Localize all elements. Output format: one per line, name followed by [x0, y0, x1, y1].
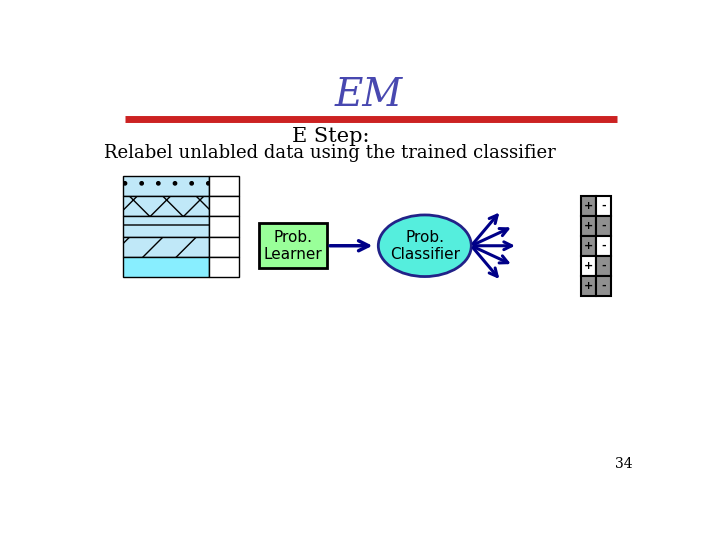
Bar	[209, 177, 239, 197]
Text: -: -	[601, 281, 606, 291]
Text: E Step:: E Step:	[292, 127, 369, 146]
Bar	[596, 236, 611, 256]
Bar	[581, 215, 596, 236]
Text: 34: 34	[615, 457, 632, 471]
Bar	[596, 195, 611, 215]
Text: Prob.
Learner: Prob. Learner	[264, 230, 323, 262]
Text: +: +	[584, 221, 593, 231]
Text: +: +	[584, 201, 593, 211]
Text: Prob.
Classifier: Prob. Classifier	[390, 230, 460, 262]
Bar	[596, 276, 611, 296]
Ellipse shape	[378, 215, 472, 276]
Text: -: -	[601, 261, 606, 271]
Bar	[209, 197, 239, 217]
Bar	[122, 256, 209, 276]
Bar	[259, 224, 327, 268]
Text: -: -	[601, 221, 606, 231]
Text: +: +	[584, 241, 593, 251]
Bar	[581, 195, 596, 215]
Text: Relabel unlabled data using the trained classifier: Relabel unlabled data using the trained …	[104, 144, 556, 163]
Bar	[122, 217, 209, 237]
Bar	[596, 256, 611, 276]
Bar	[122, 237, 209, 256]
Text: +: +	[584, 281, 593, 291]
Bar	[209, 217, 239, 237]
Text: +: +	[584, 261, 593, 271]
Bar	[596, 215, 611, 236]
Bar	[581, 236, 596, 256]
Bar	[122, 177, 209, 197]
Bar	[581, 276, 596, 296]
Bar	[209, 237, 239, 256]
Bar	[209, 256, 239, 276]
Text: EM: EM	[335, 77, 403, 114]
Bar	[122, 197, 209, 217]
Text: -: -	[601, 201, 606, 211]
Bar	[581, 256, 596, 276]
Text: -: -	[601, 241, 606, 251]
